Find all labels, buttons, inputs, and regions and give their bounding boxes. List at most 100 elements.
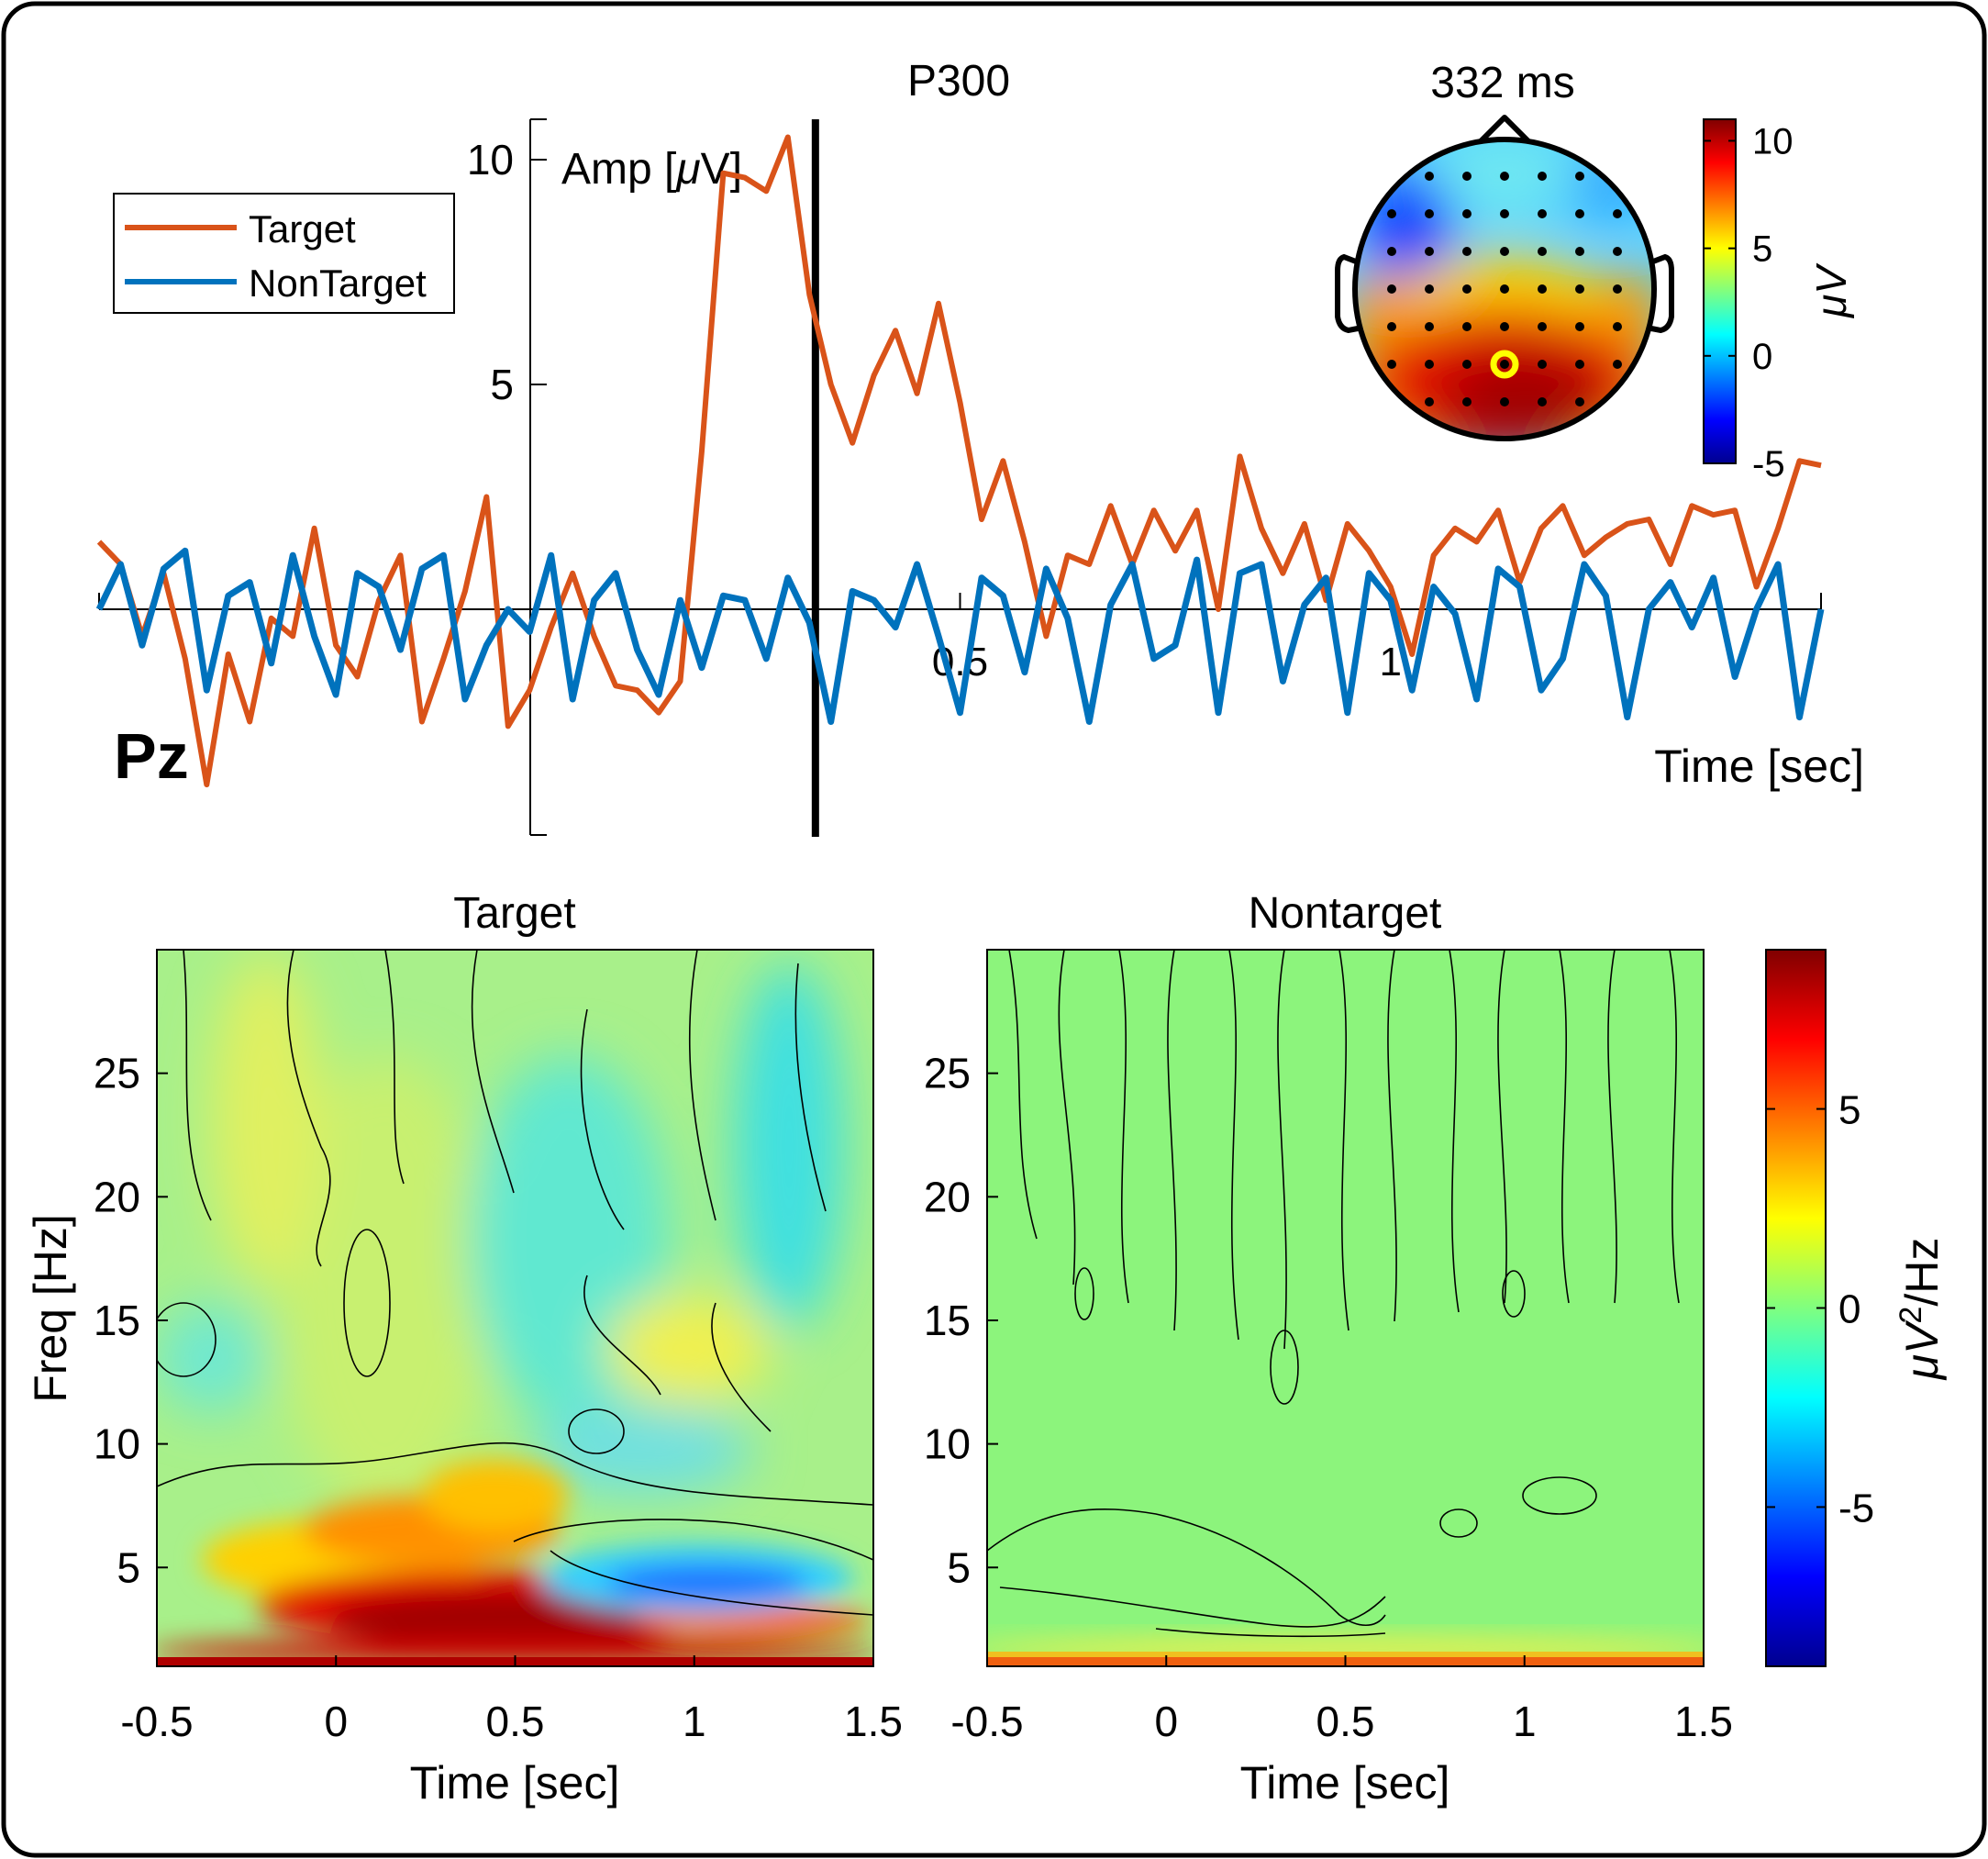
electrode <box>1462 360 1472 369</box>
tf-colorbar-tick-label: 0 <box>1838 1287 1860 1332</box>
erp-title: P300 <box>907 57 1010 106</box>
tf-y-tick-label: 5 <box>117 1543 140 1591</box>
tf-y-tick-label: 25 <box>94 1050 140 1097</box>
tf-nontarget-y-ticks: 5 10 15 20 25 <box>924 1050 998 1591</box>
head-nose <box>1477 115 1532 145</box>
tf-x-tick-label: 1.5 <box>1674 1698 1733 1745</box>
erp-y-axis-label: Amp [μV] <box>561 145 742 194</box>
electrode <box>1538 247 1547 256</box>
series-line-nontarget <box>95 547 1825 725</box>
erp-x-axis-label: Time [sec] <box>1654 740 1864 792</box>
topoplot-colorbar-label: μV <box>1807 262 1855 318</box>
electrode <box>1613 247 1622 256</box>
electrode-pz <box>1500 360 1509 369</box>
tf-x-tick-label: -0.5 <box>950 1698 1023 1745</box>
topoplot-colorbar-ticks: 10 5 0 -5 <box>1704 121 1794 484</box>
electrode <box>1500 172 1509 181</box>
tf-y-tick-label: 25 <box>924 1050 971 1097</box>
electrode <box>1462 284 1472 294</box>
topoplot-colorbar-tick-label: 10 <box>1752 121 1794 161</box>
electrode <box>1575 284 1584 294</box>
tf-target-title: Target <box>453 889 575 938</box>
electrode <box>1425 209 1434 218</box>
electrode <box>1575 209 1584 218</box>
topoplot-colorbar-tick-label: 0 <box>1752 337 1772 377</box>
tf-target-x-ticks: -0.5 0 0.5 1 1.5 <box>120 1655 903 1745</box>
tf-target-y-ticks: 5 10 15 20 25 <box>94 1050 168 1591</box>
tf-colorbar-tick-label: 5 <box>1838 1088 1860 1133</box>
legend-label-nontarget: NonTarget <box>249 262 427 305</box>
legend-label-target: Target <box>249 207 356 250</box>
electrode <box>1462 172 1472 181</box>
tf-colorbar-tick-label: -5 <box>1838 1486 1874 1531</box>
electrode <box>1425 397 1434 406</box>
topoplot-colorbar-tick-label: -5 <box>1752 444 1785 484</box>
electrode <box>1425 172 1434 181</box>
tf-x-tick-label: 0 <box>1154 1698 1178 1745</box>
tf-nontarget-map <box>987 950 1704 1666</box>
erp-panel: 510 0.5 1 Amp [μV] Time [sec] P300 Pz Tar… <box>95 57 1864 837</box>
topoplot-title: 332 ms <box>1430 59 1574 107</box>
head-right-ear <box>1650 253 1674 334</box>
legend: Target NonTarget <box>113 193 455 314</box>
electrode <box>1425 247 1434 256</box>
electrode <box>1538 322 1547 331</box>
tf-x-tick-label: 0 <box>324 1698 348 1745</box>
electrode <box>1575 247 1584 256</box>
topoplot-colorbar <box>1703 118 1737 464</box>
erp-y-ticks: 5 10 <box>467 118 547 836</box>
tf-x-tick-label: 1.5 <box>844 1698 903 1745</box>
electrode <box>1500 247 1509 256</box>
legend-box <box>113 193 455 314</box>
tf-x-tick-label: 1 <box>1513 1698 1537 1745</box>
tf-target-map <box>157 950 873 1666</box>
electrode <box>1387 284 1396 294</box>
tf-nontarget-x-label: Time [sec] <box>1240 1757 1450 1809</box>
electrode <box>1387 360 1396 369</box>
tf-x-tick-label: 1 <box>683 1698 706 1745</box>
erp-y-tick-label: 10 <box>467 136 514 184</box>
electrode <box>1538 209 1547 218</box>
erp-y-tick-label: 5 <box>490 361 514 408</box>
electrode <box>1538 397 1547 406</box>
tf-nontarget-panel: Nontarget <box>924 889 1733 1809</box>
topoplot-colorbar-tick-label: 5 <box>1752 229 1772 270</box>
tf-y-tick-label: 15 <box>94 1297 140 1344</box>
electrode <box>1575 397 1584 406</box>
electrode <box>1538 360 1547 369</box>
electrode <box>1538 172 1547 181</box>
electrode <box>1425 322 1434 331</box>
tf-x-tick-label: -0.5 <box>120 1698 193 1745</box>
tf-y-tick-label: 20 <box>94 1173 140 1220</box>
tf-target-panel: Target <box>25 889 903 1809</box>
tf-y-tick-label: 5 <box>947 1543 971 1591</box>
electrode <box>1575 322 1584 331</box>
electrode <box>1462 247 1472 256</box>
tf-y-tick-label: 10 <box>94 1420 140 1468</box>
tf-target-x-label: Time [sec] <box>410 1757 620 1809</box>
erp-x-tick-label: 1 <box>1380 640 1402 685</box>
tf-nontarget-title: Nontarget <box>1249 889 1442 938</box>
electrode-grid <box>1387 172 1622 406</box>
tf-y-tick-label: 20 <box>924 1173 971 1220</box>
electrode <box>1500 284 1509 294</box>
electrode-pz-marker <box>1490 350 1519 379</box>
tf-y-tick-label: 10 <box>924 1420 971 1468</box>
electrode <box>1462 209 1472 218</box>
electrode <box>1387 209 1396 218</box>
electrode <box>1500 397 1509 406</box>
electrode <box>1462 397 1472 406</box>
electrode <box>1387 247 1396 256</box>
electrode <box>1500 209 1509 218</box>
electrode <box>1462 322 1472 331</box>
tf-colorbar-label: μV2/Hz <box>1894 1238 1948 1382</box>
head-outline <box>1352 137 1657 441</box>
electrode <box>1387 322 1396 331</box>
electrode <box>1575 172 1584 181</box>
channel-label: Pz <box>114 720 189 792</box>
tf-y-label: Freq [Hz] <box>25 1214 76 1403</box>
electrode <box>1538 284 1547 294</box>
electrode <box>1425 284 1434 294</box>
electrode <box>1613 284 1622 294</box>
